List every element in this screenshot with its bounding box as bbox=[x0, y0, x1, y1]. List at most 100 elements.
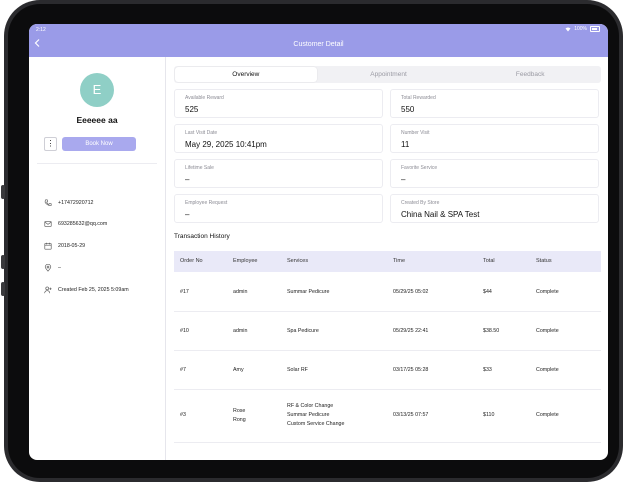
customer-name: Eeeeee aa bbox=[76, 115, 118, 125]
card-value: May 29, 2025 10:41pm bbox=[185, 140, 267, 149]
phone-icon bbox=[44, 199, 52, 206]
app-screen: 2:12 100% Customer Detail E Eeeeee aa ⋮ … bbox=[29, 24, 608, 460]
lifetime-sale-card: Lifetime Sale – bbox=[174, 159, 383, 188]
status: Complete bbox=[536, 289, 559, 295]
employee: Rong bbox=[233, 417, 246, 423]
card-label: Lifetime Sale bbox=[185, 165, 214, 171]
phone-number: +17472920712 bbox=[58, 200, 94, 206]
divider bbox=[37, 163, 157, 164]
table-row[interactable]: #10 admin Spa Pedicure 05/29/25 22:41 $3… bbox=[174, 312, 601, 351]
birthday-row: 2018-05-29 bbox=[44, 242, 85, 250]
employee-request-card: Employee Request – bbox=[174, 194, 383, 223]
card-label: Number Visit bbox=[401, 130, 430, 136]
tab-overview[interactable]: Overview bbox=[175, 67, 317, 82]
card-value: – bbox=[185, 175, 190, 184]
battery-percent: 100% bbox=[574, 26, 587, 32]
column-header: Employee bbox=[233, 258, 258, 264]
customer-panel: E Eeeeee aa ⋮ Book Now +17472920712 6932… bbox=[29, 57, 166, 460]
vertical-dots-icon: ⋮ bbox=[46, 139, 55, 148]
email-address: 693285632@qq.com bbox=[58, 221, 108, 227]
transaction-history-title: Transaction History bbox=[174, 233, 230, 240]
more-options-button[interactable]: ⋮ bbox=[44, 137, 57, 151]
address-row: – bbox=[44, 264, 61, 272]
order-no: #10 bbox=[180, 328, 189, 334]
number-visit-card: Number Visit 11 bbox=[390, 124, 599, 153]
available-reward-card: Available Reward 525 bbox=[174, 89, 383, 118]
total: $110 bbox=[483, 412, 495, 418]
tab-feedback[interactable]: Feedback bbox=[515, 71, 545, 78]
employee: Rose bbox=[233, 408, 246, 414]
email-row: 693285632@qq.com bbox=[44, 220, 107, 228]
employee: admin bbox=[233, 328, 248, 334]
order-no: #3 bbox=[180, 412, 186, 418]
avatar: E bbox=[80, 73, 114, 107]
column-header: Services bbox=[287, 258, 309, 264]
total: $33 bbox=[483, 367, 492, 373]
volume-button-3 bbox=[1, 282, 5, 296]
table-header: Order No Employee Services Time Total St… bbox=[174, 251, 601, 272]
column-header: Total bbox=[483, 258, 495, 264]
calendar-icon bbox=[44, 242, 52, 250]
card-label: Total Rewarded bbox=[401, 95, 436, 101]
tab-appointment[interactable]: Appointment bbox=[370, 71, 407, 78]
time: 03/17/25 05:28 bbox=[393, 367, 429, 373]
last-visit-card: Last Visit Date May 29, 2025 10:41pm bbox=[174, 124, 383, 153]
total: $38.50 bbox=[483, 328, 500, 334]
card-label: Employee Request bbox=[185, 200, 228, 206]
back-button[interactable] bbox=[34, 39, 40, 50]
employee: admin bbox=[233, 289, 248, 295]
table-row[interactable]: #7 Amy Solar RF 03/17/25 05:28 $33 Compl… bbox=[174, 351, 601, 390]
address: – bbox=[58, 265, 61, 271]
card-value: 550 bbox=[401, 105, 415, 114]
status: Complete bbox=[536, 367, 559, 373]
column-header: Status bbox=[536, 258, 552, 264]
service: Spa Pedicure bbox=[287, 328, 319, 334]
card-value: 525 bbox=[185, 105, 199, 114]
book-now-button[interactable]: Book Now bbox=[62, 137, 136, 151]
nav-bar: 2:12 100% Customer Detail bbox=[29, 24, 608, 57]
card-label: Available Reward bbox=[185, 95, 224, 101]
wifi-icon bbox=[565, 27, 571, 31]
created-row: Created Feb 25, 2025 5:09am bbox=[44, 286, 129, 294]
table-row[interactable]: #17 admin Summar Pedicure 05/29/25 05:02… bbox=[174, 272, 601, 312]
time: 03/13/25 07:57 bbox=[393, 412, 429, 418]
mail-icon bbox=[44, 221, 52, 227]
chevron-left-icon bbox=[34, 39, 40, 47]
total-rewarded-card: Total Rewarded 550 bbox=[390, 89, 599, 118]
status-time: 2:12 bbox=[36, 27, 46, 33]
total: $44 bbox=[483, 289, 492, 295]
birthday: 2018-05-29 bbox=[58, 243, 86, 249]
card-value: China Nail & SPA Test bbox=[401, 210, 480, 219]
status-indicators: 100% bbox=[565, 26, 600, 32]
add-user-icon bbox=[44, 286, 52, 294]
service: Custom Service Change bbox=[287, 421, 345, 427]
card-value: – bbox=[401, 175, 406, 184]
card-value: – bbox=[185, 210, 190, 219]
column-header: Time bbox=[393, 258, 406, 264]
time: 05/29/25 05:02 bbox=[393, 289, 429, 295]
status: Complete bbox=[536, 412, 559, 418]
service: Summar Pedicure bbox=[287, 412, 330, 418]
service: Summar Pedicure bbox=[287, 289, 330, 295]
card-label: Created By Store bbox=[401, 200, 440, 206]
service: RF & Color Change bbox=[287, 403, 334, 409]
location-pin-icon bbox=[44, 264, 52, 272]
detail-tabs: Overview Appointment Feedback bbox=[174, 66, 601, 83]
service: Solar RF bbox=[287, 367, 308, 373]
card-label: Last Visit Date bbox=[185, 130, 218, 136]
created-date: Created Feb 25, 2025 5:09am bbox=[58, 287, 129, 293]
card-label: Favorite Service bbox=[401, 165, 438, 171]
status: Complete bbox=[536, 328, 559, 334]
column-header: Order No bbox=[180, 258, 203, 264]
page-title: Customer Detail bbox=[293, 41, 344, 48]
table-row[interactable]: #3 Rose Rong RF & Color Change Summar Pe… bbox=[174, 390, 601, 443]
time: 05/29/25 22:41 bbox=[393, 328, 429, 334]
favorite-service-card: Favorite Service – bbox=[390, 159, 599, 188]
created-by-store-card: Created By Store China Nail & SPA Test bbox=[390, 194, 599, 223]
volume-up-button bbox=[1, 185, 5, 199]
battery-icon bbox=[590, 26, 600, 32]
card-value: 11 bbox=[401, 140, 410, 149]
order-no: #7 bbox=[180, 367, 186, 373]
volume-down-button bbox=[1, 255, 5, 269]
